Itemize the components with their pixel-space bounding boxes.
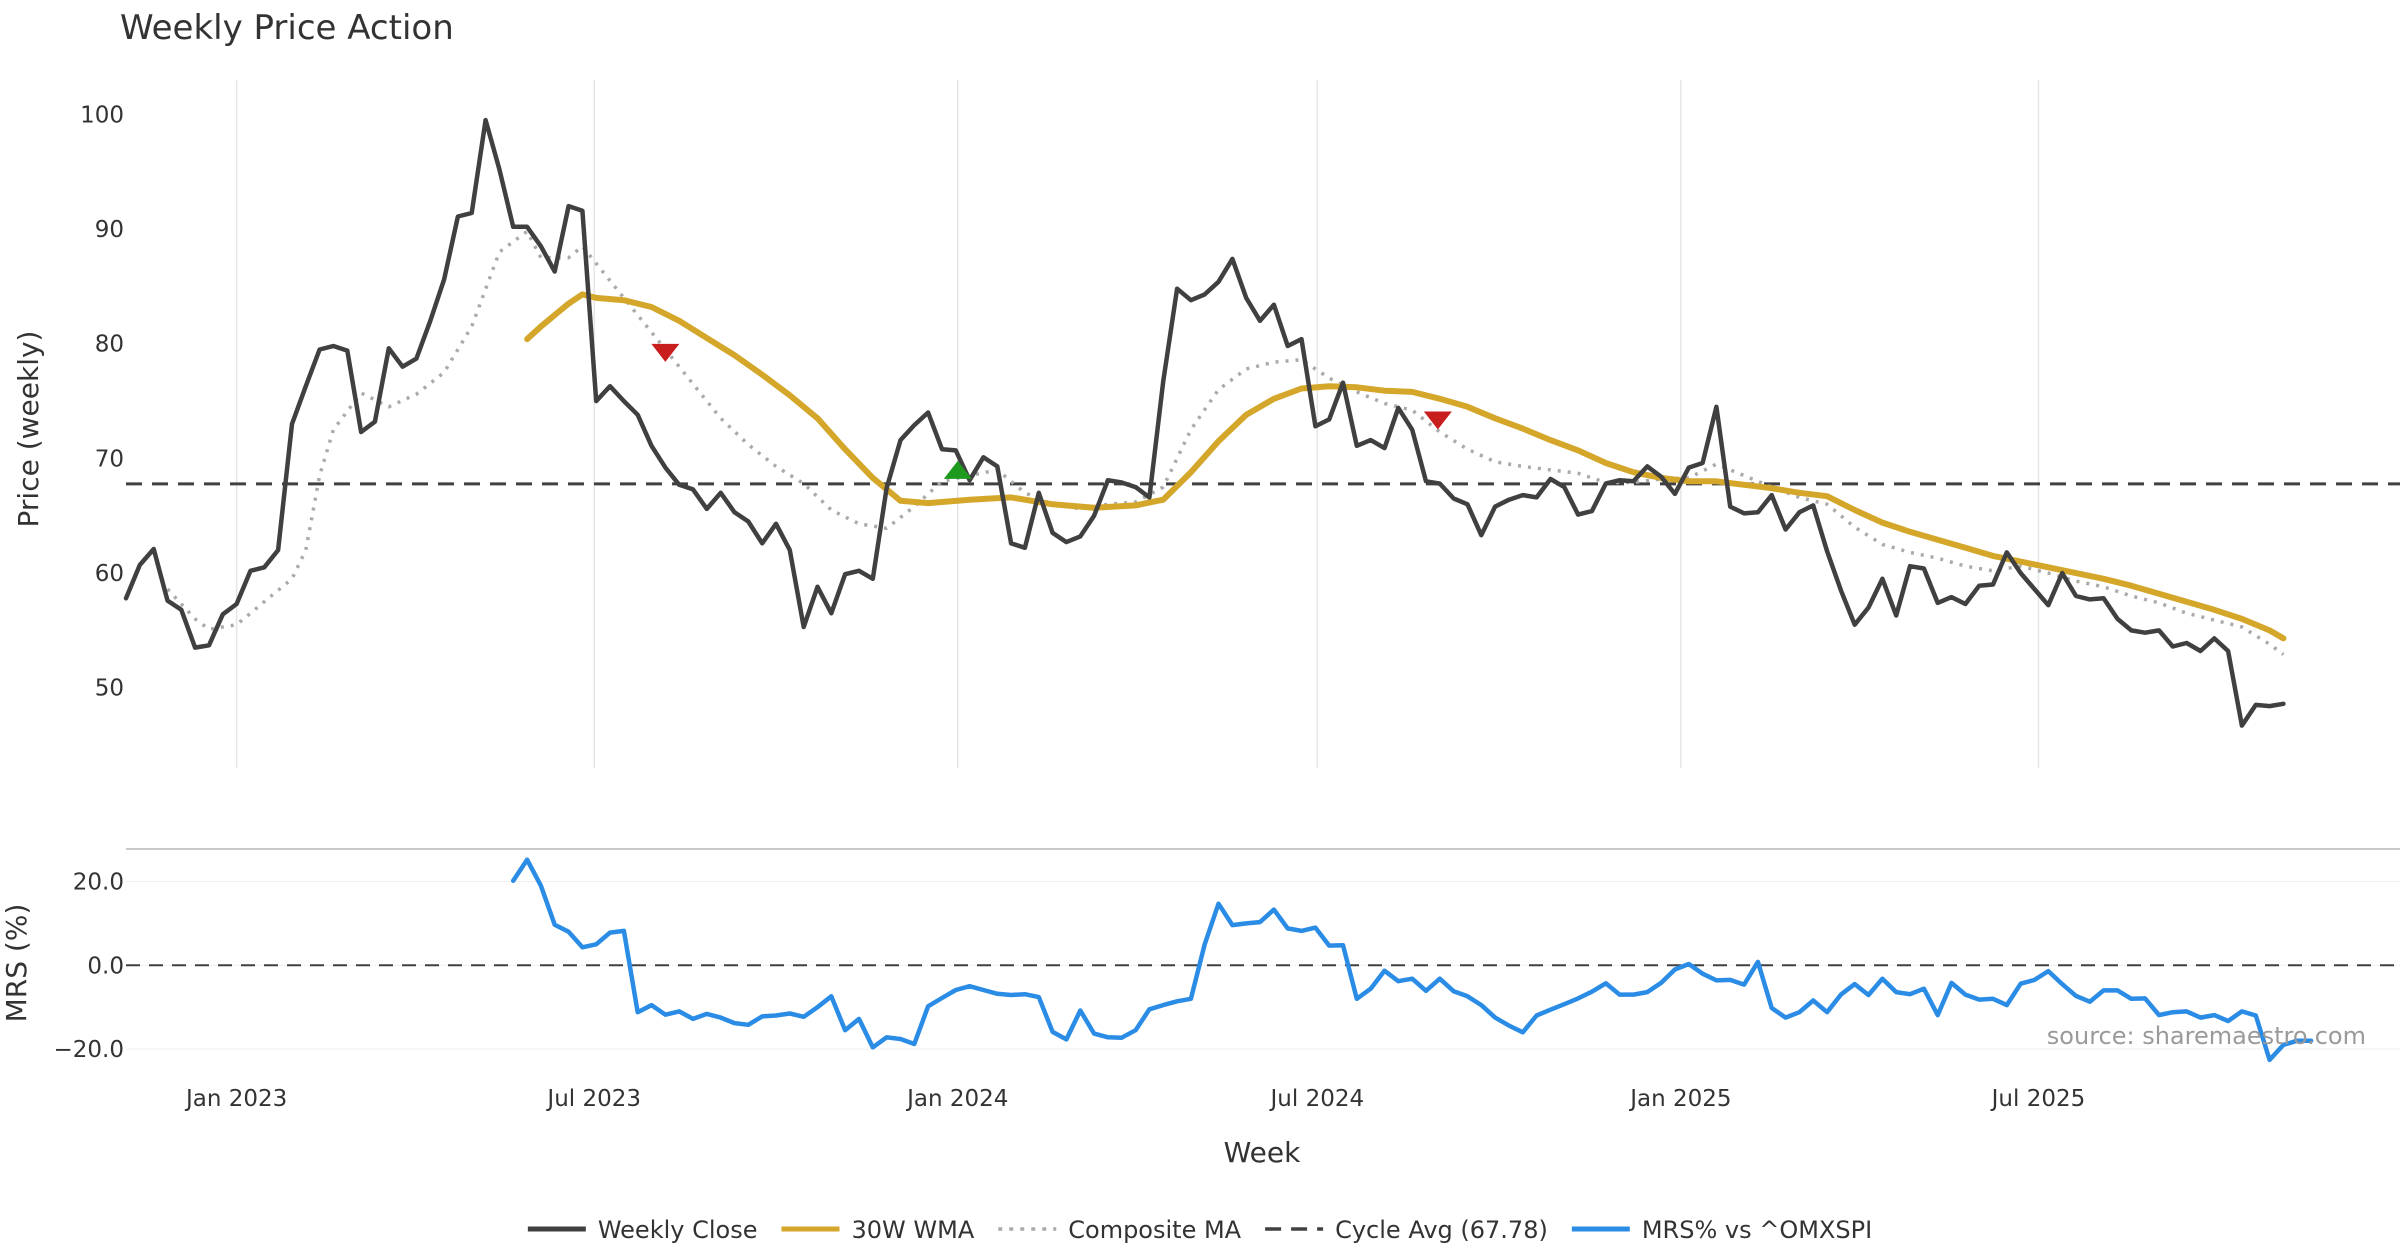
legend-label: 30W WMA (851, 1216, 974, 1244)
x-tick-label: Jul 2023 (545, 1086, 641, 1112)
source-note: source: sharemaestro.com (2047, 1022, 2366, 1050)
x-tick-label: Jul 2025 (1990, 1086, 2086, 1112)
signal-markers (651, 343, 1452, 479)
mrs-y-ticks: 20.0 0.0 −20.0 (54, 870, 124, 1064)
legend: Weekly Close 30W WMA Composite MA Cycle Avg… (527, 1216, 1872, 1244)
legend-label: Composite MA (1068, 1216, 1241, 1244)
x-tick-label: Jul 2024 (1269, 1086, 1365, 1112)
legend-label: MRS% vs ^OMXSPI (1642, 1216, 1872, 1244)
x-tick-label: Jan 2025 (1628, 1086, 1731, 1112)
x-axis-label: Week (1224, 1136, 1301, 1169)
series-line-mrs-vs-omxspi (510, 857, 2314, 1063)
price-y-tick-label: 60 (95, 561, 124, 587)
legend-label: Weekly Close (598, 1216, 758, 1244)
sell-signal-marker (1423, 411, 1452, 430)
x-axis-ticks: Jan 2023 Jul 2023 Jan 2024 Jul 2024 Jan 2025… (184, 1086, 2085, 1112)
mrs-y-tick-label: 20.0 (73, 870, 124, 896)
series-line-30w-wma (524, 291, 2287, 642)
x-tick-label: Jan 2023 (184, 1086, 287, 1112)
mrs-y-tick-label: −20.0 (54, 1037, 124, 1063)
legend-label: Cycle Avg (67.78) (1335, 1216, 1548, 1244)
price-y-tick-label: 70 (95, 446, 124, 472)
price-y-tick-label: 80 (95, 332, 124, 358)
mrs-y-tick-label: 0.0 (87, 953, 124, 979)
sell-signal-marker (651, 343, 680, 362)
price-y-tick-label: 90 (95, 217, 124, 243)
series-lines (123, 117, 2314, 1063)
series-line-composite-ma (166, 229, 2285, 656)
x-tick-label: Jan 2024 (905, 1086, 1008, 1112)
price-y-tick-label: 50 (95, 676, 124, 702)
price-y-tick-label: 100 (80, 102, 124, 128)
mrs-y-axis-label: MRS (%) (0, 904, 33, 1023)
buy-signal-marker (943, 460, 972, 479)
price-y-ticks: 50 60 70 80 90 100 (80, 102, 124, 701)
series-line-weekly-close (123, 117, 2286, 728)
price-y-axis-label: Price (weekly) (12, 331, 45, 528)
chart-title: Weekly Price Action (120, 8, 454, 48)
grid (126, 80, 2400, 1050)
